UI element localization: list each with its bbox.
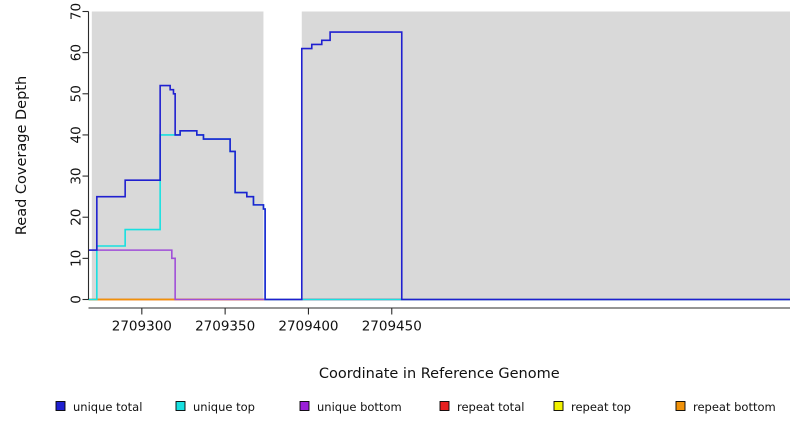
y-tick-label-20: 20 (69, 209, 85, 226)
legend-swatch-unique-bottom (299, 401, 310, 411)
shaded-alignment-regions (91, 11, 790, 300)
y-tick-label-70: 70 (69, 3, 85, 20)
series-layer (88, 31, 790, 301)
y-tick-label-30: 30 (69, 167, 85, 184)
legend-swatch-repeat-top (553, 401, 564, 411)
y-tick-label-60: 60 (69, 44, 85, 61)
legend-swatch-unique-total (55, 401, 66, 411)
legend-label-unique-bottom: unique bottom (317, 400, 402, 414)
y-tick-label-40: 40 (69, 126, 85, 143)
chart-legend: unique total unique top unique bottom repea… (55, 400, 776, 414)
aligned-block-left (91, 11, 264, 300)
x-axis-title: Coordinate in Reference Genome (319, 366, 560, 382)
legend-label-repeat-bottom: repeat bottom (693, 400, 776, 414)
legend-swatch-unique-top (175, 401, 186, 411)
y-axis-title: Read Coverage Depth (14, 76, 30, 235)
series-line-unique-total (88, 31, 790, 301)
legend-label-repeat-top: repeat top (571, 400, 631, 414)
legend-swatch-repeat-total (439, 401, 450, 411)
y-tick-label-50: 50 (69, 85, 85, 102)
legend-label-repeat-total: repeat total (457, 400, 524, 414)
axis-layer: 0 10 20 30 40 50 60 70 2709300 2709350 2709400 2709… (14, 3, 790, 382)
legend-label-unique-top: unique top (193, 400, 255, 414)
x-tick-label-2709450: 2709450 (362, 319, 422, 335)
x-tick-label-2709300: 2709300 (112, 319, 172, 335)
y-tick-label-10: 10 (69, 250, 85, 267)
legend-swatch-repeat-bottom (675, 401, 686, 411)
x-tick-label-2709400: 2709400 (278, 319, 338, 335)
aligned-block-right (301, 11, 790, 300)
legend-label-unique-total: unique total (73, 400, 142, 414)
x-tick-label-2709350: 2709350 (195, 319, 255, 335)
y-tick-label-0: 0 (69, 295, 85, 304)
